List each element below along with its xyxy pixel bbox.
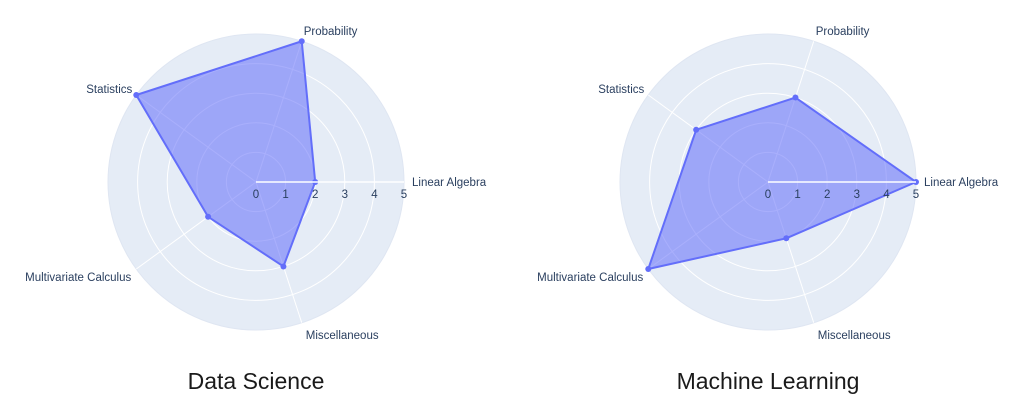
category-label: Miscellaneous — [306, 330, 379, 342]
category-label: Statistics — [598, 84, 644, 96]
category-label: Probability — [304, 26, 358, 38]
radar-chart-data-science: 0 1 2 3 4 5 Linear Algebra Probability Statistic… — [25, 26, 487, 342]
radial-tick-label: 2 — [824, 189, 830, 201]
category-label: Multivariate Calculus — [25, 272, 131, 284]
radar-panel-machine-learning: 0 1 2 3 4 5 Linear Algebra Probability Statistic… — [512, 0, 1024, 413]
radial-tick-label: 3 — [342, 189, 348, 201]
category-label: Linear Algebra — [412, 177, 487, 189]
radar-chart-machine-learning: 0 1 2 3 4 5 Linear Algebra Probability Statistic… — [537, 26, 999, 342]
radial-tick-label: 5 — [913, 189, 919, 201]
data-point — [693, 126, 700, 133]
category-label: Probability — [816, 26, 870, 38]
data-point — [792, 94, 799, 101]
chart-title-machine-learning: Machine Learning — [676, 368, 860, 394]
category-label: Miscellaneous — [818, 330, 891, 342]
data-point — [645, 265, 652, 272]
radial-tick-label: 4 — [883, 189, 890, 201]
radial-tick-label: 2 — [312, 189, 318, 201]
data-point — [280, 263, 287, 270]
radial-tick-label: 3 — [854, 189, 860, 201]
category-label: Multivariate Calculus — [537, 272, 643, 284]
data-point — [298, 38, 305, 45]
chart-title-data-science: Data Science — [187, 368, 325, 394]
category-label: Linear Algebra — [924, 177, 999, 189]
data-area — [135, 40, 317, 268]
data-point — [783, 235, 790, 242]
category-label: Statistics — [86, 84, 132, 96]
radial-tick-label: 0 — [765, 189, 771, 201]
data-point — [205, 213, 212, 220]
radial-tick-label: 1 — [794, 189, 800, 201]
radar-panel-data-science: 0 1 2 3 4 5 Linear Algebra Probability Statistic… — [25, 26, 487, 394]
radial-tick-label: 0 — [253, 189, 259, 201]
radial-tick-label: 4 — [371, 189, 378, 201]
radial-tick-label: 5 — [401, 189, 407, 201]
data-area — [647, 96, 917, 270]
data-point — [133, 92, 140, 99]
radial-tick-label: 1 — [282, 189, 288, 201]
